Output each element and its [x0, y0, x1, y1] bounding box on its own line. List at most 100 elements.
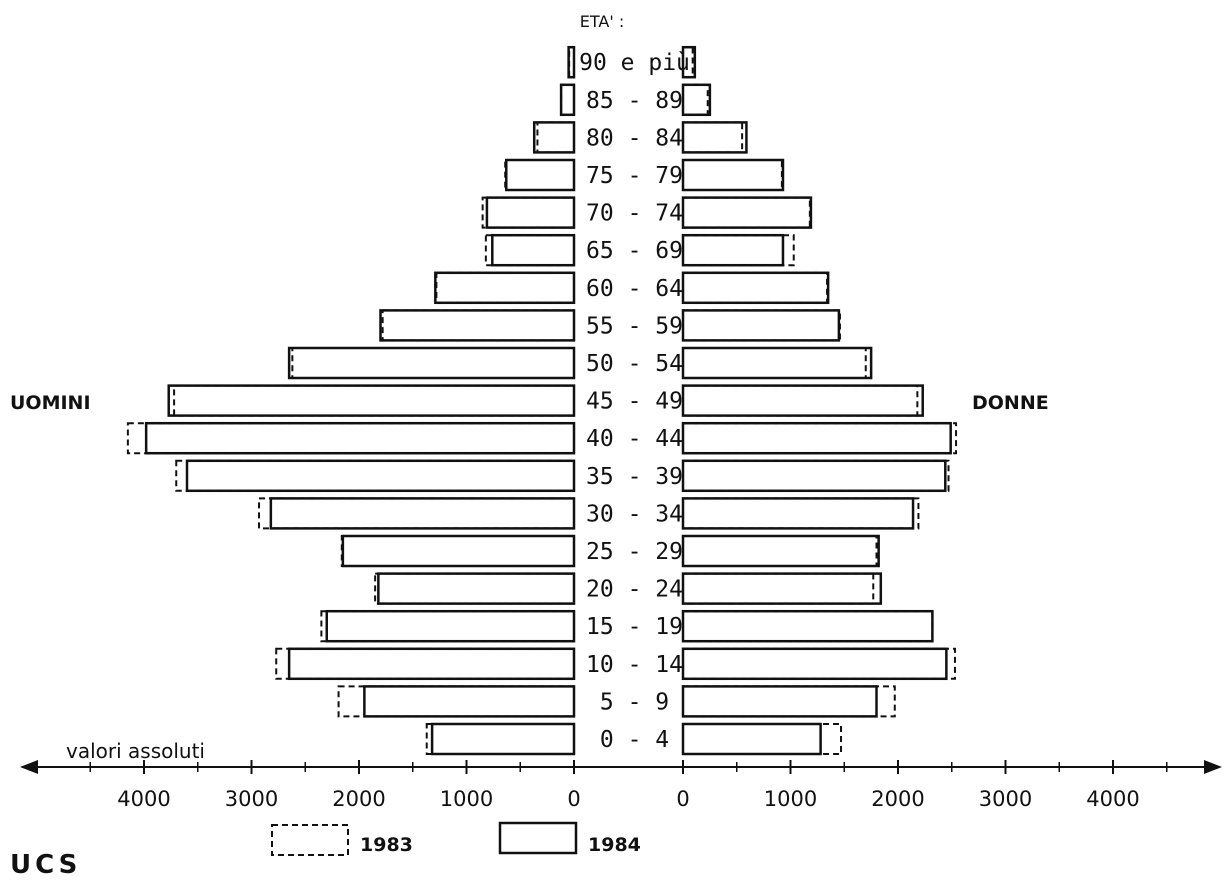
- age-label-90epi: 90 e più: [579, 50, 690, 76]
- bar-1984-women-60-64: [681, 271, 830, 305]
- bar-1984-women-50-54: [681, 346, 873, 380]
- women-label: DONNE: [972, 392, 1049, 414]
- age-label-80-84: 80 - 84: [586, 125, 683, 151]
- right-tick-label-2000: 2000: [871, 787, 924, 811]
- right-tick-label-1000: 1000: [764, 787, 817, 811]
- age-label-65-69: 65 - 69: [586, 238, 683, 264]
- bar-1983-women-60-64: [682, 271, 829, 304]
- age-label-45-49: 45 - 49: [586, 389, 683, 415]
- bar-1983-men-60-64: [435, 271, 575, 304]
- age-label-40-44: 40 - 44: [586, 426, 683, 452]
- age-label-35-39: 35 - 39: [586, 464, 683, 490]
- bar-1983-women-85-89: [682, 83, 709, 116]
- bar-1983-men-50-54: [291, 347, 575, 379]
- bar-1984-women-85-89: [681, 83, 712, 117]
- bar-1983-women-10-14: [682, 647, 956, 680]
- axis-ticks: 4000 3000 2000 1000 0 0 1000 2000 3000 4000: [89, 760, 1168, 811]
- bar-1984-men-25-29: [341, 534, 576, 568]
- legend-1984-swatch: [498, 821, 578, 855]
- bar-1984-women-55-59: [681, 309, 841, 342]
- left-tick-label-0: 0: [567, 787, 580, 811]
- age-label-30-34: 30 - 34: [586, 501, 683, 527]
- bar-1984-women-0-4: [681, 722, 822, 756]
- bar-1984-women-15-19: [681, 609, 934, 643]
- bar-1983-women-0-4: [682, 723, 843, 755]
- ucs-label: UCS: [10, 850, 81, 880]
- bar-1983-women-40-44: [682, 422, 958, 455]
- age-label-60-64: 60 - 64: [586, 276, 683, 302]
- bar-1984-men-45-49: [167, 384, 576, 417]
- age-group-labels: 0 - 4 5 - 9 10 - 14 15 - 19 20 - 24 25 - 29 30…: [579, 50, 690, 753]
- age-label-10-14: 10 - 14: [586, 652, 683, 678]
- left-arrow-icon: [20, 760, 38, 774]
- right-tick-label-0: 0: [676, 787, 689, 811]
- bar-1983-women-20-24: [682, 572, 875, 605]
- bar-1983-women-80-84: [682, 121, 744, 154]
- age-label-85-89: 85 - 89: [586, 88, 683, 114]
- bar-1984-women-30-34: [681, 497, 915, 530]
- bar-1984-men-60-64: [434, 271, 576, 305]
- bar-1984-men-10-14: [287, 647, 576, 681]
- legend-1983-swatch: [271, 824, 349, 856]
- age-label-25-29: 25 - 29: [586, 539, 683, 565]
- bar-1983-men-15-19: [320, 610, 575, 643]
- left-tick-label-1000: 1000: [440, 787, 493, 811]
- bar-1983-men-0-4: [425, 723, 575, 755]
- bar-1984-women-20-24: [681, 572, 883, 605]
- chart-title: ETA' :: [580, 12, 624, 31]
- series-1983-bars: [126, 46, 958, 755]
- bar-1984-men-20-24: [377, 572, 576, 605]
- bar-1983-men-80-84: [536, 121, 576, 154]
- legend-1983-label: 1983: [360, 834, 413, 856]
- bar-1983-women-75-79: [682, 159, 783, 191]
- legend-1984-label: 1984: [588, 834, 641, 856]
- bar-1984-men-30-34: [269, 497, 576, 530]
- bar-1983-women-90epi: [682, 46, 694, 79]
- bar-1983-women-55-59: [682, 309, 841, 342]
- age-label-50-54: 50 - 54: [586, 351, 683, 377]
- bar-1983-men-20-24: [374, 572, 575, 605]
- age-label-75-79: 75 - 79: [586, 163, 683, 189]
- bar-1983-women-5-9: [682, 685, 896, 718]
- bar-1983-men-65-69: [484, 234, 576, 267]
- age-label-5-9: 5 - 9: [600, 689, 669, 715]
- age-label-15-19: 15 - 19: [586, 614, 683, 640]
- bar-1983-women-45-49: [682, 384, 919, 417]
- bar-1984-men-50-54: [287, 346, 576, 380]
- bar-1984-men-0-4: [430, 722, 576, 756]
- age-label-70-74: 70 - 74: [586, 201, 683, 227]
- series-1984-bars: [144, 45, 952, 756]
- bar-1984-men-35-39: [185, 459, 576, 493]
- bar-1983-men-10-14: [275, 647, 575, 680]
- bar-1984-men-75-79: [505, 158, 576, 192]
- age-label-55-59: 55 - 59: [586, 313, 683, 339]
- right-tick-label-4000: 4000: [1086, 787, 1139, 811]
- bar-1983-women-25-29: [682, 535, 878, 567]
- bar-1984-men-80-84: [532, 121, 576, 154]
- age-label-20-24: 20 - 24: [586, 577, 683, 603]
- bar-1983-men-35-39: [175, 459, 575, 492]
- bar-1983-men-55-59: [381, 309, 575, 342]
- bar-1983-men-90epi: [568, 46, 575, 79]
- bar-1984-women-45-49: [681, 384, 924, 417]
- bar-1984-men-40-44: [144, 421, 576, 455]
- left-tick-label-4000: 4000: [117, 787, 170, 811]
- bar-1984-women-40-44: [681, 421, 952, 455]
- left-tick-label-3000: 3000: [225, 787, 278, 811]
- bar-1984-women-35-39: [681, 459, 947, 493]
- age-label-0-4: 0 - 4: [600, 727, 669, 753]
- bar-1983-men-45-49: [173, 384, 575, 417]
- bar-1984-women-70-74: [681, 196, 813, 229]
- bar-1983-women-30-34: [682, 497, 920, 530]
- men-label: UOMINI: [10, 392, 91, 414]
- bar-1983-men-30-34: [258, 497, 575, 530]
- bar-1983-men-70-74: [481, 196, 575, 229]
- bar-1984-women-75-79: [681, 158, 785, 192]
- bar-1984-women-5-9: [681, 685, 878, 718]
- bar-1983-women-50-54: [682, 347, 867, 379]
- bar-1983-women-65-69: [682, 234, 795, 267]
- axis-caption: valori assoluti: [66, 739, 205, 763]
- bar-1984-men-65-69: [491, 233, 576, 267]
